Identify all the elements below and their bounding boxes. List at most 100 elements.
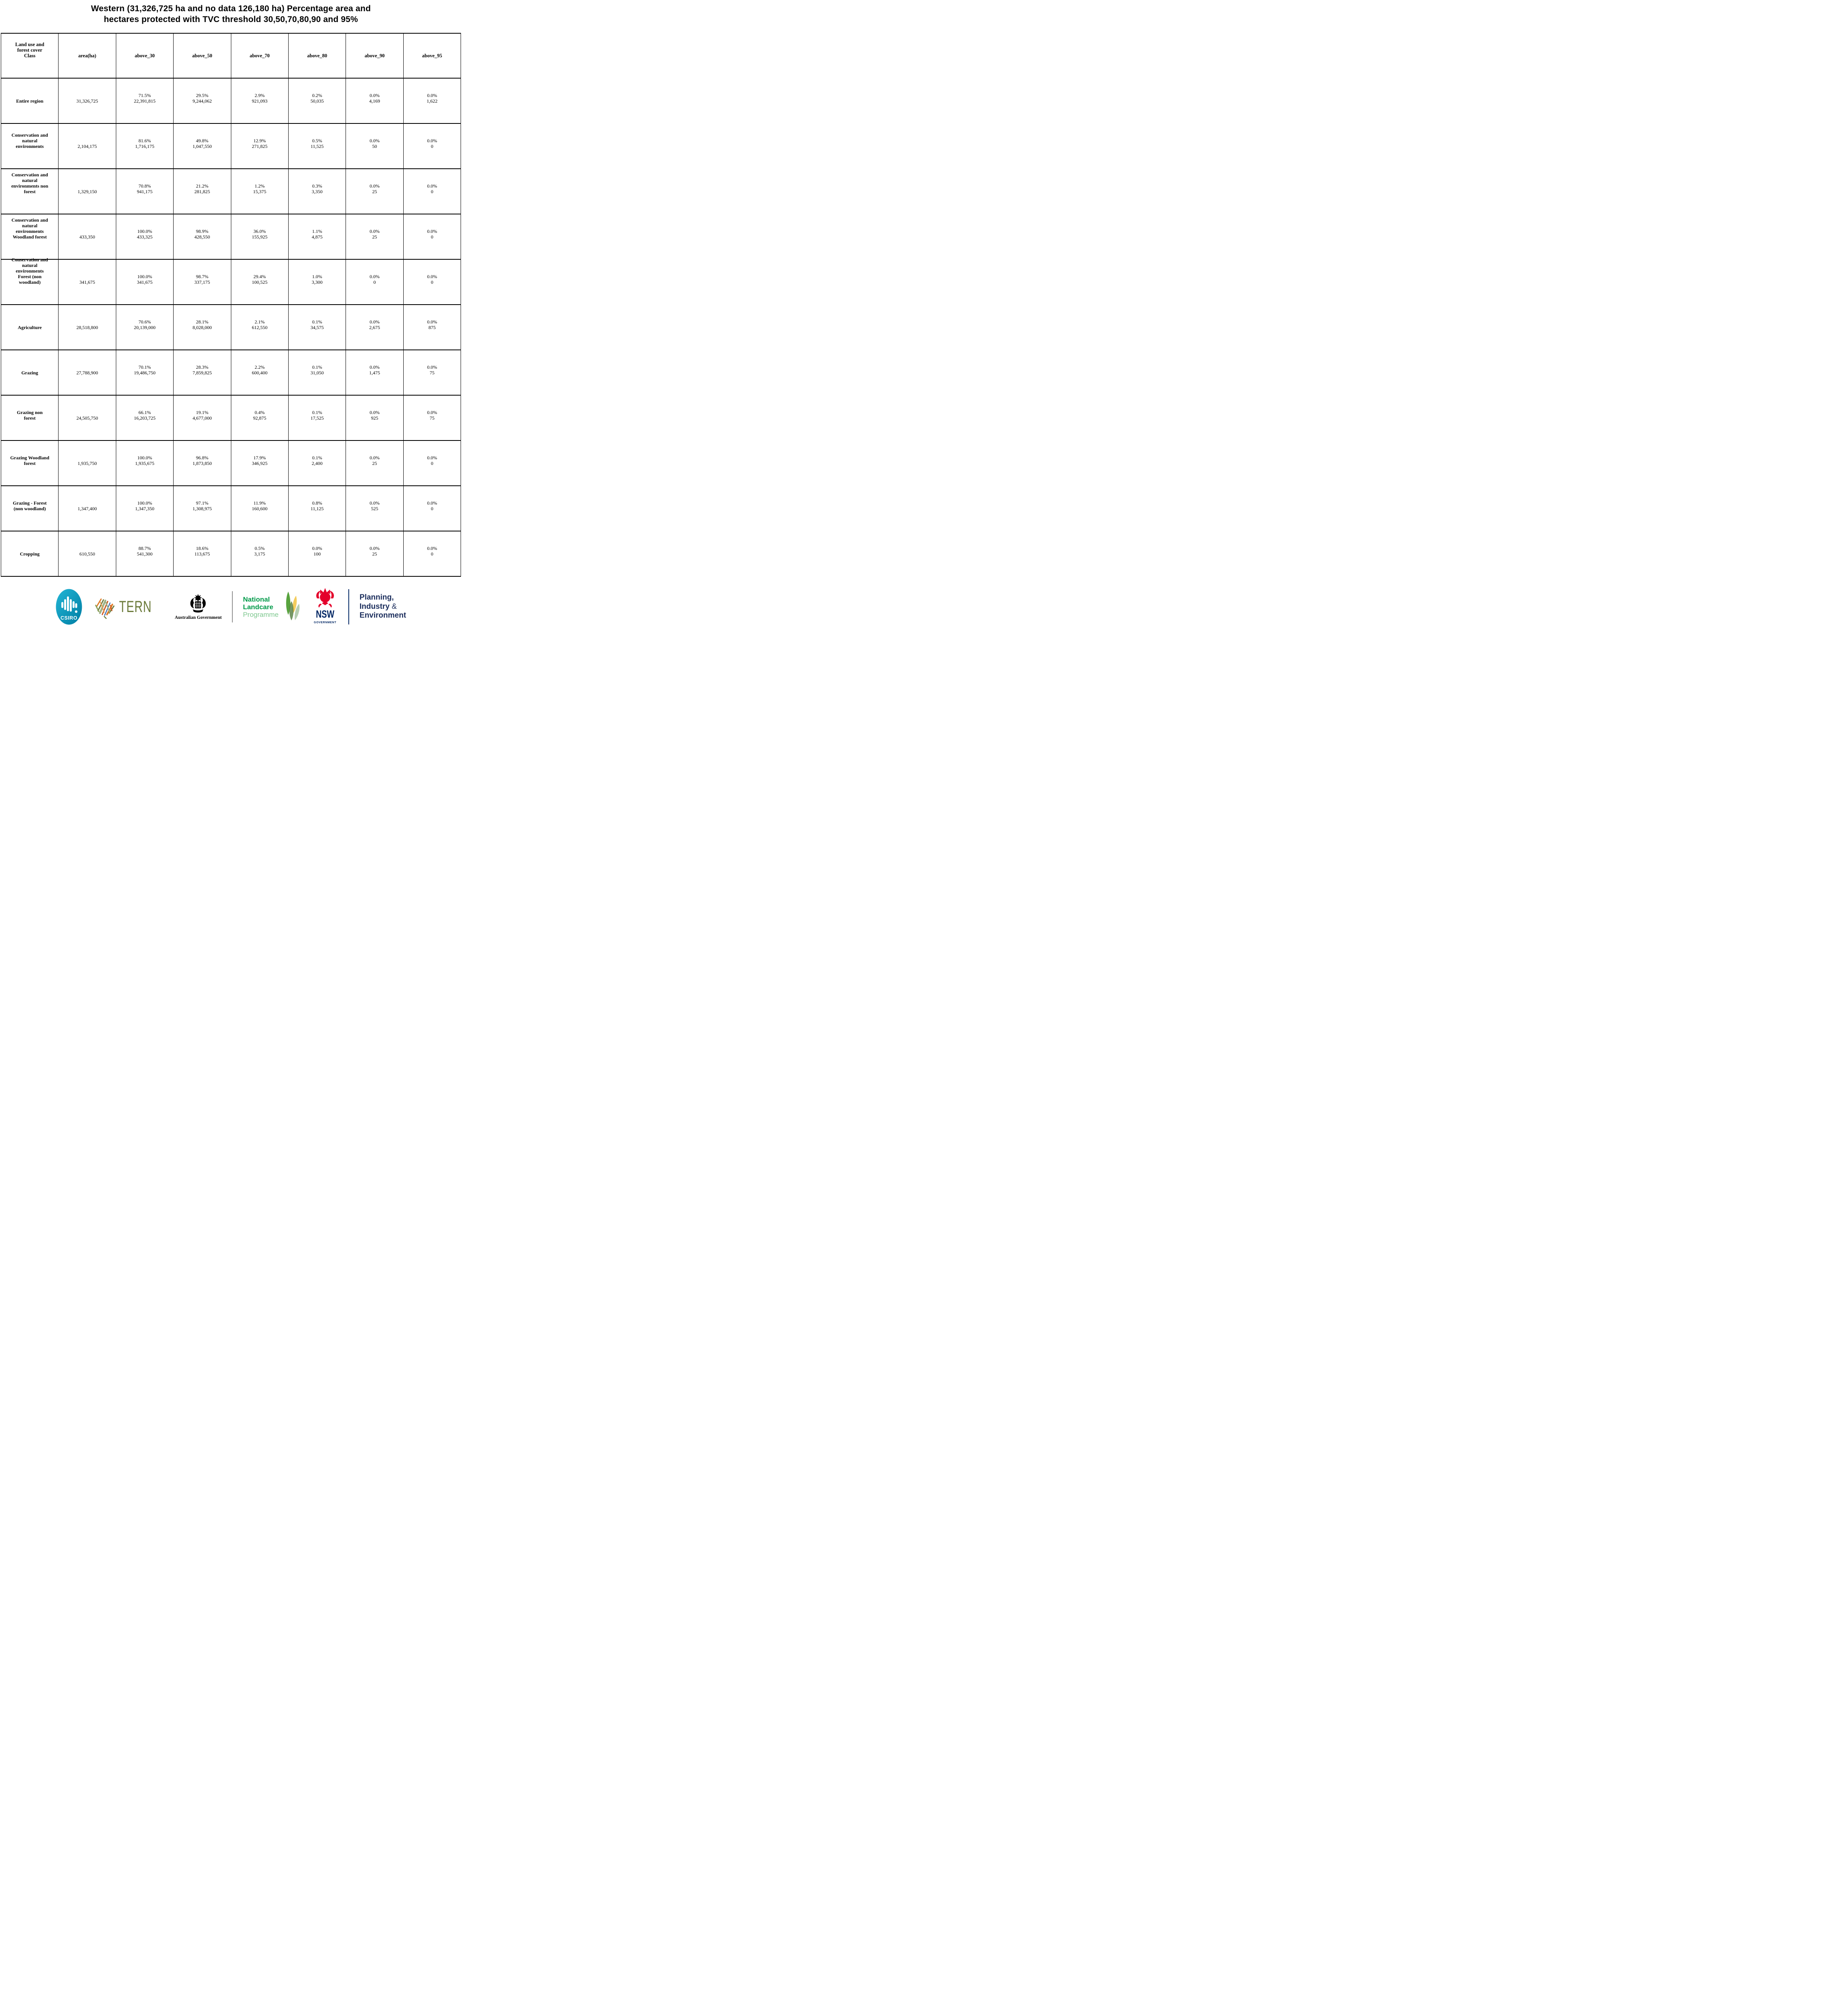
agency-wordmark: Planning, Industry & Environment (360, 593, 406, 620)
value-cell: 0.4% 92,875 (253, 409, 267, 421)
value-cell: 29.4% 100,525 (252, 273, 268, 285)
value-cell: 0.0% 0 (427, 500, 437, 511)
table-row: Conservation and natural environments no… (0, 168, 461, 214)
value-cell: 100.0% 1,347,350 (135, 500, 154, 511)
value-cell: 0.0% 0 (427, 228, 437, 240)
value-cell: 0.0% 25 (369, 545, 380, 557)
value-cell: 0.8% 11,125 (310, 500, 324, 511)
area-cell: 1,329,150 (77, 188, 97, 194)
column-header-above-95: above_95 (422, 53, 442, 59)
landcare-line3: Programme (243, 610, 279, 618)
value-cell: 2.9% 921,093 (252, 92, 268, 104)
value-cell: 0.2% 50,035 (310, 92, 324, 104)
value-cell: 71.5% 22,391,815 (133, 92, 156, 104)
value-cell: 19.1% 4,677,000 (192, 409, 212, 421)
value-cell: 0.1% 2,400 (311, 455, 323, 466)
area-cell: 341,675 (79, 279, 95, 285)
value-cell: 0.0% 100 (312, 545, 322, 557)
value-cell: 0.1% 17,525 (310, 409, 324, 421)
value-cell: 98.7% 337,175 (194, 273, 210, 285)
value-cell: 18.6% 113,675 (194, 545, 210, 557)
column-header-above-90: above_90 (364, 53, 385, 59)
agency-line1: Planning, (359, 593, 394, 602)
table-row: Conservation and natural environments Wo… (0, 214, 461, 260)
value-cell: 17.9% 346,925 (252, 455, 268, 466)
value-cell: 0.0% 1,475 (369, 364, 380, 376)
row-label: Entire region (16, 98, 44, 104)
value-cell: 100.0% 341,675 (137, 273, 153, 285)
row-label: Conservation and natural environments no… (11, 172, 49, 194)
column-header-class: Land use and forest cover Class (15, 42, 44, 59)
value-cell: 28.3% 7,859,825 (192, 364, 212, 376)
row-label: Grazing Woodland forest (10, 455, 49, 466)
value-cell: 28.1% 8,028,000 (192, 319, 212, 330)
value-cell: 98.9% 428,550 (194, 228, 210, 240)
value-cell: 0.0% 925 (369, 409, 380, 421)
area-cell: 28,518,800 (76, 324, 98, 330)
value-cell: 21.2% 281,825 (194, 183, 210, 194)
column-header-above-30: above_30 (134, 53, 155, 59)
svg-text:GOVERNMENT: GOVERNMENT (314, 621, 336, 624)
table-row: Conservation and natural environments 2,1… (0, 123, 461, 169)
agency-line3: Environment (359, 611, 406, 620)
area-cell: 610,550 (79, 551, 95, 557)
australian-government-logo: Australian Government (175, 594, 222, 620)
value-cell: 66.1% 16,203,725 (133, 409, 156, 421)
australian-government-label: Australian Government (174, 615, 222, 620)
table-row: Grazing non forest 24,505,750 66.1% 16,203… (0, 395, 461, 441)
value-cell: 0.3% 3,350 (311, 183, 323, 194)
value-cell: 2.2% 600,400 (252, 364, 268, 376)
value-cell: 0.0% 25 (369, 228, 380, 240)
nsw-waratah-icon: NSW GOVERNMENT (314, 588, 336, 624)
value-cell: 0.0% 75 (427, 364, 437, 376)
tern-wordmark: TERN (119, 598, 152, 616)
csiro-icon: CSIRO (56, 589, 82, 625)
table-row: Cropping 610,550 88.7% 541,300 18.6% 113,67… (0, 531, 461, 577)
ampersand: & (392, 602, 397, 611)
value-cell: 0.5% 3,175 (254, 545, 265, 557)
area-cell: 27,788,900 (76, 370, 98, 376)
value-cell: 1.1% 4,875 (311, 228, 323, 240)
table-row: Conservation and natural environments Fo… (0, 257, 461, 305)
landcare-logo: National Landcare Programme (243, 591, 302, 623)
column-header-above-80: above_80 (307, 53, 328, 59)
column-header-above-70: above_70 (249, 53, 270, 59)
value-cell: 1.2% 15,375 (253, 183, 267, 194)
value-cell: 2.1% 612,550 (252, 319, 268, 330)
logo-strip: CSIRO TERN (0, 587, 462, 626)
column-header-area: area(ha) (78, 53, 97, 59)
value-cell: 0.0% 0 (427, 545, 437, 557)
row-label: Grazing - Forest (non woodland) (12, 500, 47, 511)
value-cell: 0.1% 31,050 (310, 364, 324, 376)
area-cell: 1,935,750 (77, 460, 97, 466)
value-cell: 0.0% 0 (427, 137, 437, 149)
header-row: Land use and forest cover Class area(ha)… (0, 33, 461, 79)
table-row: Grazing 27,788,900 70.1% 19,486,750 28.3% 7… (0, 349, 461, 396)
value-cell: 0.0% 0 (427, 183, 437, 194)
value-cell: 70.8% 941,175 (137, 183, 153, 194)
svg-text:NSW: NSW (316, 608, 334, 620)
landcare-leaves-icon (286, 592, 300, 620)
logo-divider (232, 591, 233, 622)
table-row: Agriculture 28,518,800 70.6% 20,139,000 28.… (0, 304, 461, 350)
value-cell: 12.9% 271,825 (252, 137, 268, 149)
row-label: Conservation and natural environments Fo… (11, 257, 48, 285)
area-cell: 2,104,175 (77, 143, 97, 149)
value-cell: 70.1% 19,486,750 (133, 364, 156, 376)
landcare-line2: Landcare (243, 603, 273, 611)
tern-logo: TERN (93, 594, 164, 619)
value-cell: 11.9% 160,600 (252, 500, 268, 511)
landcare-line1: National (243, 595, 270, 603)
value-cell: 0.0% 25 (369, 183, 380, 194)
value-cell: 0.0% 0 (427, 455, 437, 466)
row-label: Conservation and natural environments Wo… (11, 217, 48, 240)
nsw-government-logo: NSW GOVERNMENT (312, 587, 338, 626)
value-cell: 49.8% 1,047,550 (192, 137, 212, 149)
table-row: Entire region 31,326,725 71.5% 22,391,815 2… (0, 78, 461, 124)
value-cell: 0.0% 1,622 (427, 92, 438, 104)
value-cell: 0.1% 34,575 (310, 319, 324, 330)
value-cell: 36.0% 155,925 (252, 228, 268, 240)
row-label: Cropping (20, 551, 40, 557)
value-cell: 70.6% 20,139,000 (133, 319, 156, 330)
value-cell: 0.0% 0 (427, 273, 437, 285)
